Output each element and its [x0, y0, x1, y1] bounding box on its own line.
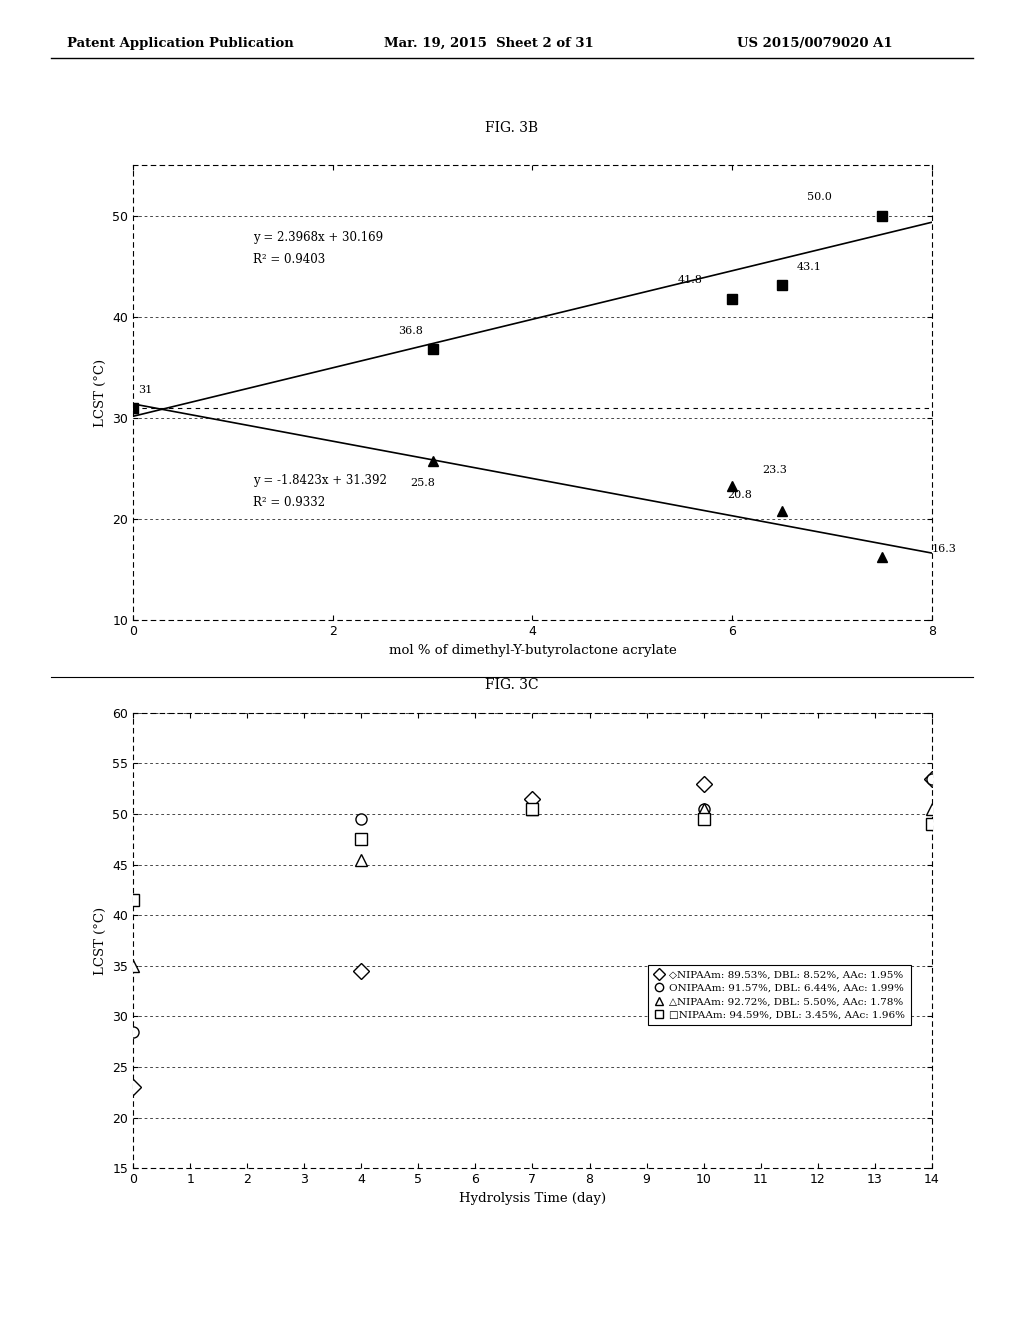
- Text: y = -1.8423x + 31.392: y = -1.8423x + 31.392: [253, 474, 387, 487]
- Y-axis label: LCST (°C): LCST (°C): [94, 359, 106, 426]
- Text: 41.8: 41.8: [677, 276, 702, 285]
- X-axis label: mol % of dimethyl-Y-butyrolactone acrylate: mol % of dimethyl-Y-butyrolactone acryla…: [388, 644, 677, 657]
- X-axis label: Hydrolysis Time (day): Hydrolysis Time (day): [459, 1192, 606, 1205]
- Text: 31: 31: [138, 384, 153, 395]
- Text: US 2015/0079020 A1: US 2015/0079020 A1: [737, 37, 893, 50]
- Text: 25.8: 25.8: [411, 478, 435, 488]
- Text: 20.8: 20.8: [727, 490, 752, 500]
- Text: FIG. 3B: FIG. 3B: [485, 121, 539, 135]
- Text: Mar. 19, 2015  Sheet 2 of 31: Mar. 19, 2015 Sheet 2 of 31: [384, 37, 594, 50]
- Text: FIG. 3C: FIG. 3C: [485, 678, 539, 692]
- Text: 23.3: 23.3: [762, 465, 787, 475]
- Text: R² = 0.9332: R² = 0.9332: [253, 496, 325, 510]
- Text: y = 2.3968x + 30.169: y = 2.3968x + 30.169: [253, 231, 383, 244]
- Text: 50.0: 50.0: [807, 193, 831, 202]
- Text: Patent Application Publication: Patent Application Publication: [67, 37, 293, 50]
- Y-axis label: LCST (°C): LCST (°C): [94, 907, 106, 974]
- Legend: ◇NIPAAm: 89.53%, DBL: 8.52%, AAc: 1.95%, ONIPAAm: 91.57%, DBL: 6.44%, AAc: 1.99%: ◇NIPAAm: 89.53%, DBL: 8.52%, AAc: 1.95%,…: [647, 965, 910, 1026]
- Text: 43.1: 43.1: [797, 263, 822, 272]
- Text: 36.8: 36.8: [397, 326, 423, 337]
- Text: R² = 0.9403: R² = 0.9403: [253, 253, 326, 267]
- Text: 16.3: 16.3: [932, 544, 956, 553]
